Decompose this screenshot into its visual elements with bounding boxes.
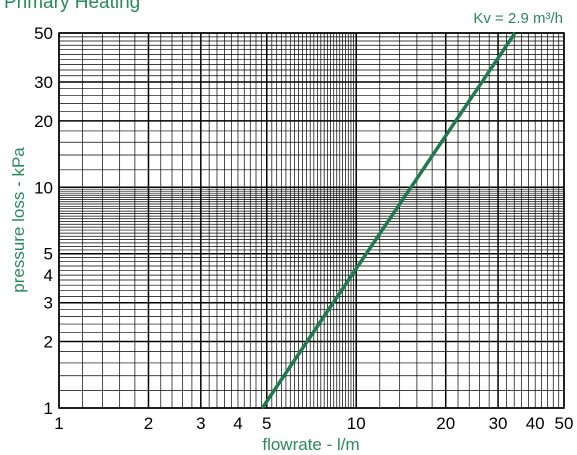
- x-tick-label: 20: [436, 414, 455, 433]
- x-tick-labels: 1 2 3 4 5 10 20 30 40 50: [54, 414, 573, 433]
- y-tick-label: 1: [44, 399, 53, 418]
- x-tick-label: 50: [555, 414, 574, 433]
- y-tick-label: 30: [34, 73, 53, 92]
- y-tick-label: 10: [34, 178, 53, 197]
- x-tick-label: 30: [489, 414, 508, 433]
- chart-grid: [58, 32, 565, 409]
- x-tick-label: 3: [196, 414, 205, 433]
- y-tick-labels: 1 2 3 4 5 10 20 30 50: [34, 24, 53, 418]
- y-tick-label: 3: [44, 294, 53, 313]
- y-tick-label: 4: [44, 266, 53, 285]
- series-line-0: [260, 32, 517, 409]
- y-tick-label: 50: [34, 24, 53, 43]
- x-tick-label: 1: [54, 414, 63, 433]
- chart-series: [260, 32, 517, 409]
- y-axis-label: pressure loss - kPa: [9, 147, 28, 293]
- x-tick-label: 2: [144, 414, 153, 433]
- plot-frame: [58, 32, 565, 409]
- x-tick-label: 4: [233, 414, 242, 433]
- x-tick-label: 5: [262, 414, 271, 433]
- chart-title: Primary Heating: [4, 0, 141, 13]
- x-tick-label: 40: [526, 414, 545, 433]
- series-label: Kv = 2.9 m³/h: [473, 10, 563, 27]
- y-tick-label: 5: [44, 245, 53, 264]
- y-tick-label: 20: [34, 112, 53, 131]
- x-axis-label: flowrate - l/m: [262, 435, 359, 454]
- x-tick-label: 10: [347, 414, 366, 433]
- y-tick-label: 2: [44, 333, 53, 352]
